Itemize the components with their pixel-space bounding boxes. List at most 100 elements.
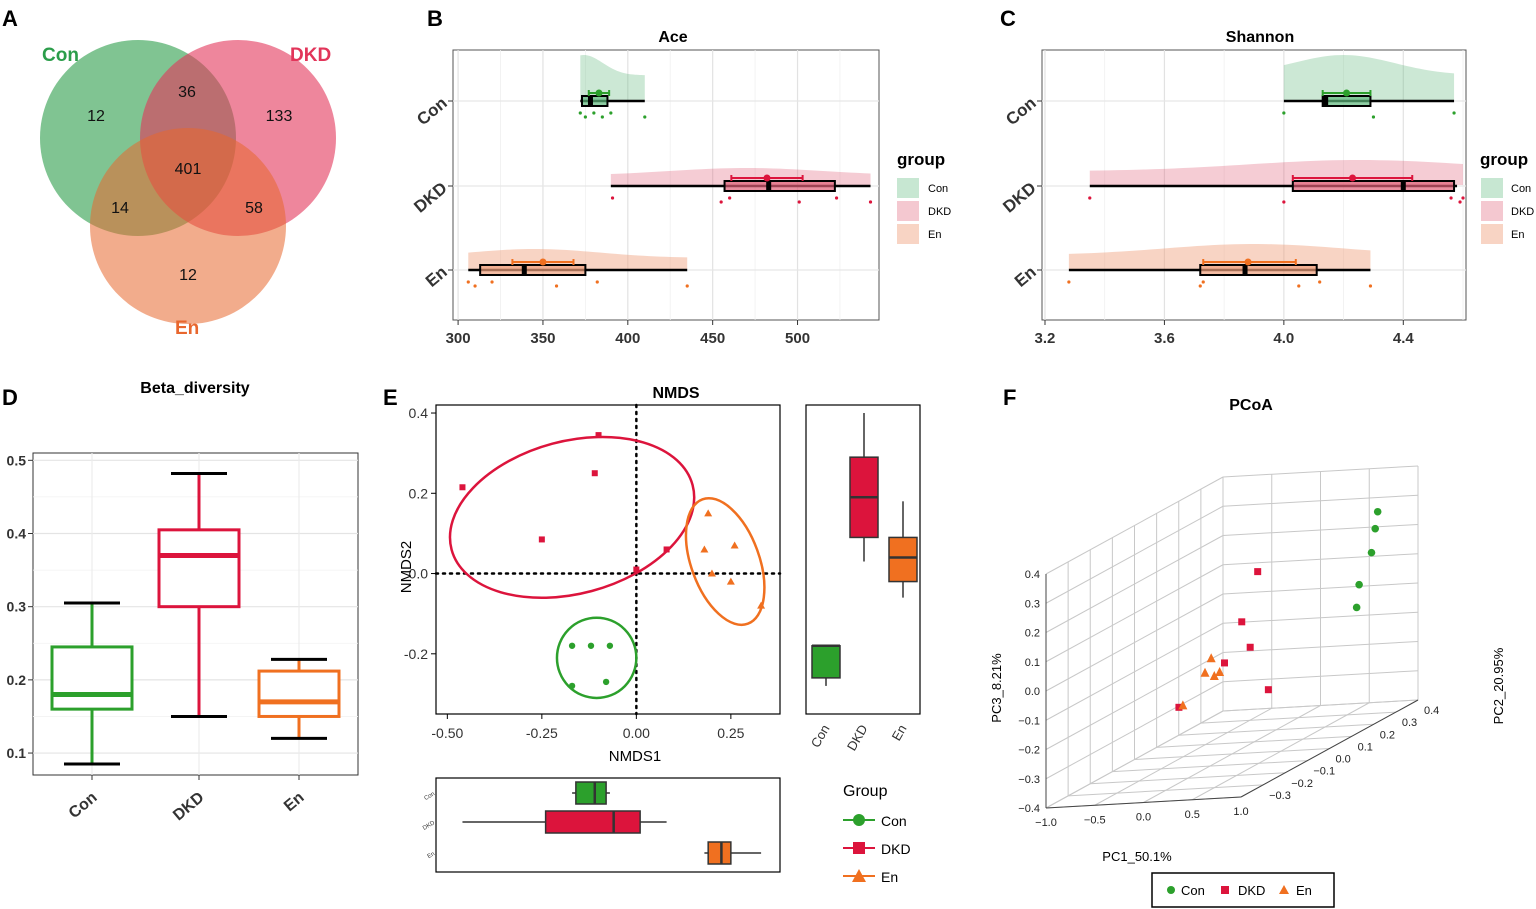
nmds-ylabel: NMDS2 <box>398 541 415 594</box>
beta-y-tick-label: 0.2 <box>7 672 27 688</box>
ace-point-con <box>643 115 647 119</box>
shannon-point-dkd <box>1282 200 1286 204</box>
pcoa-y-tick-label: −0.1 <box>1313 766 1335 778</box>
ace-legend-key-dkd <box>897 201 919 221</box>
shannon-point-con <box>1371 115 1376 119</box>
ace-median-dkd <box>766 181 772 191</box>
ace-raincloud-chart: Ace 300 350 400 450 500 Con DKD En group Con DK… <box>410 29 951 347</box>
venn-diagram: Con DKD En 12 36 133 401 14 58 12 <box>40 40 336 339</box>
nmds-point-en <box>700 545 709 553</box>
nmds-legend-marker-dkd <box>853 842 865 854</box>
pcoa-y-tick-label: 0.3 <box>1402 717 1417 729</box>
ace-legend-key-en <box>897 224 919 244</box>
venn-count-con-dkd: 36 <box>178 84 196 101</box>
nmds-y-tick-label: 0.4 <box>409 405 429 421</box>
pcoa-back-grid <box>1222 553 1419 566</box>
ace-cloud-con <box>580 55 645 100</box>
ace-y-tick-label-con: Con <box>413 93 451 129</box>
nmds-side-x-label-en: En <box>427 851 436 860</box>
pcoa-point-con <box>1371 524 1380 533</box>
pcoa-y-tick-label: 0.0 <box>1336 754 1351 766</box>
pcoa-side-grid <box>1045 622 1224 721</box>
shannon-median-dkd <box>1400 181 1406 191</box>
ace-point-en <box>473 284 477 288</box>
ace-point-con <box>583 115 587 119</box>
pcoa-legend-marker-dkd <box>1221 886 1229 894</box>
nmds-point-con <box>587 642 595 649</box>
pcoa-legend-marker-con <box>1167 886 1175 894</box>
beta-y-tick-label: 0.3 <box>7 599 27 615</box>
pcoa-point-dkd <box>1175 703 1183 711</box>
pcoa-point-en <box>1200 667 1210 677</box>
shannon-x-tick-label: 3.6 <box>1154 330 1175 347</box>
venn-count-con-only: 12 <box>87 108 105 125</box>
ace-legend-title: group <box>897 150 945 169</box>
pcoa-point-dkd <box>1264 686 1272 694</box>
ace-x-tick-label: 350 <box>530 330 555 347</box>
venn-label-con: Con <box>42 45 79 66</box>
venn-label-en: En <box>175 318 199 339</box>
ace-point-en <box>685 284 689 288</box>
ace-point-en <box>595 280 599 284</box>
shannon-point-en <box>1198 284 1202 288</box>
panel-letter-f: F <box>1003 385 1016 410</box>
pcoa-floor-grid <box>1178 723 1374 736</box>
ace-point-dkd <box>797 200 801 204</box>
nmds-point-con <box>606 642 614 649</box>
beta-x-tick-label-en: En <box>281 789 308 815</box>
nmds-legend-label-en: En <box>881 869 898 885</box>
nmds-side-y-label-en: En <box>889 722 910 743</box>
ace-point-con <box>592 111 596 115</box>
pcoa-x-tick-label: 0.5 <box>1185 809 1200 821</box>
nmds-xlabel: NMDS1 <box>609 748 662 765</box>
panel-letter-a: A <box>2 6 18 31</box>
nmds-point-en <box>704 509 713 517</box>
pcoa-side-grid <box>1045 535 1224 633</box>
ace-legend-label-con: Con <box>928 183 948 195</box>
nmds-x-tick-label: 0.25 <box>717 725 744 741</box>
nmds-point-dkd <box>595 432 602 439</box>
nmds-point-en <box>726 577 735 585</box>
pcoa-x-tick-label: 1.0 <box>1233 806 1248 818</box>
pcoa-side-grid <box>1045 710 1224 809</box>
nmds-point-dkd <box>538 536 545 543</box>
shannon-point-dkd <box>1458 200 1462 204</box>
nmds-chart: NMDS -0.50 -0.25 0.00 0.25 -0.2 0.0 0.2 0.4 Con D… <box>398 385 921 885</box>
pcoa-zlabel: PC3_8.21% <box>989 653 1004 723</box>
nmds-y-tick-label: -0.2 <box>404 646 428 662</box>
ace-point-dkd <box>610 196 615 200</box>
ace-point-dkd <box>834 196 839 200</box>
pcoa-floor-grid <box>1200 711 1396 724</box>
venn-count-con-en: 14 <box>111 200 129 217</box>
pcoa-z-tick-label: 0.1 <box>1025 657 1040 669</box>
pcoa-z-tick-label: 0.0 <box>1025 686 1040 698</box>
pcoa-floor-grid <box>1090 772 1286 785</box>
shannon-y-tick-label-en: En <box>1011 262 1040 291</box>
shannon-legend-key-dkd <box>1481 201 1503 221</box>
ace-mean-con <box>595 89 603 97</box>
ace-legend-label-dkd: DKD <box>928 206 951 218</box>
ace-point-con <box>609 111 613 115</box>
pcoa-side-grid <box>1045 681 1224 780</box>
ace-title: Ace <box>658 29 687 46</box>
ace-x-tick-label: 450 <box>700 330 725 347</box>
nmds-ellipse-en <box>684 496 766 627</box>
nmds-side-x-box-dkd <box>544 810 641 834</box>
ace-point-en <box>554 284 559 288</box>
nmds-point-con <box>568 642 576 649</box>
shannon-point-en <box>1067 280 1071 284</box>
beta-x-tick-label-dkd: DKD <box>170 789 207 824</box>
pcoa-point-en <box>1215 666 1225 676</box>
shannon-point-con <box>1282 111 1286 115</box>
pcoa-z-tick-label: 0.3 <box>1025 598 1040 610</box>
pcoa-point-en <box>1209 670 1219 680</box>
beta-y-tick-label: 0.1 <box>7 745 27 761</box>
nmds-legend-title: Group <box>843 783 888 800</box>
panel-letter-b: B <box>427 6 443 31</box>
nmds-legend-label-con: Con <box>881 813 907 829</box>
venn-count-all: 401 <box>175 161 202 178</box>
nmds-plot-area <box>435 404 781 715</box>
shannon-x-tick-label: 4.0 <box>1273 330 1294 347</box>
beta-box-dkd <box>157 528 241 609</box>
pcoa-point-con <box>1352 603 1361 612</box>
